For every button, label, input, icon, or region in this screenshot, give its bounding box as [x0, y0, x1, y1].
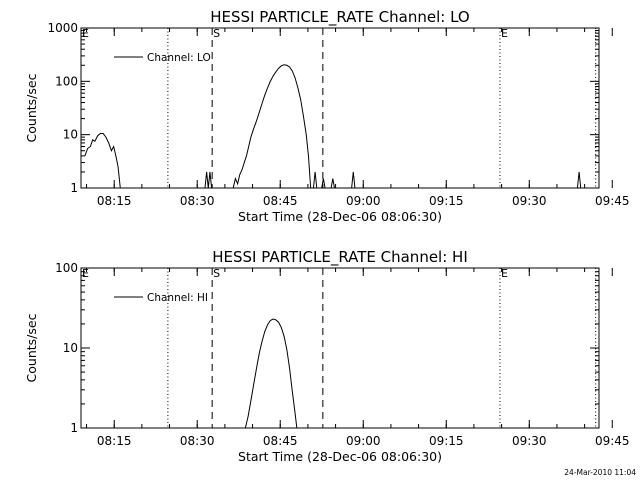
x-tick-label-09-15: 09:15	[429, 434, 464, 448]
chart-title: HESSI PARTICLE_RATE Channel: HI	[212, 248, 468, 267]
y-tick-label-1: 1	[70, 421, 78, 435]
x-tick-label-09-30: 09:30	[512, 194, 547, 208]
chart-title: HESSI PARTICLE_RATE Channel: LO	[210, 8, 469, 27]
x-tick-label-08-15: 08:15	[97, 434, 132, 448]
time-marker-label-s: S	[213, 267, 220, 280]
legend-entry-channel-hi: Channel: HI	[147, 292, 208, 304]
y-axis-label: Counts/sec	[24, 313, 39, 382]
series-line-channel-hi	[244, 318, 298, 429]
time-marker-label-s: S	[213, 27, 220, 40]
x-tick-label-09-30: 09:30	[512, 434, 547, 448]
x-tick-label-08-45: 08:45	[263, 194, 298, 208]
series-line-channel-lo	[84, 64, 582, 189]
x-tick-label-08-45: 08:45	[263, 434, 298, 448]
x-tick-label-09-00: 09:00	[346, 194, 381, 208]
panel-channel-hi: HESSI PARTICLE_RATE Channel: HI Counts/se…	[24, 248, 630, 464]
plot-frame	[80, 27, 600, 189]
time-marker-label-e: E	[501, 27, 508, 40]
y-tick-label-10: 10	[63, 341, 78, 355]
axis-start-marker-label: E	[82, 27, 89, 40]
y-tick-label-100: 100	[55, 74, 78, 88]
axis-start-marker-label: E	[82, 267, 89, 280]
y-axis-label: Counts/sec	[24, 73, 39, 142]
x-tick-label-09-00: 09:00	[346, 434, 381, 448]
time-marker-label-e: E	[501, 267, 508, 280]
x-tick-label-08-15: 08:15	[97, 194, 132, 208]
y-tick-label-100: 100	[55, 261, 78, 275]
panel-channel-lo: HESSI PARTICLE_RATE Channel: LO Counts/se…	[24, 8, 630, 224]
x-axis-label: Start Time (28-Dec-06 08:06:30)	[238, 449, 442, 464]
x-tick-label-09-45: 09:45	[595, 434, 630, 448]
x-tick-label-09-15: 09:15	[429, 194, 464, 208]
y-tick-label-1000: 1000	[47, 21, 78, 35]
x-tick-label-08-30: 08:30	[180, 194, 215, 208]
footer-timestamp: 24-Mar-2010 11:04	[564, 468, 636, 477]
x-axis-label: Start Time (28-Dec-06 08:06:30)	[238, 209, 442, 224]
x-tick-label-09-45: 09:45	[595, 194, 630, 208]
y-tick-label-10: 10	[63, 128, 78, 142]
legend-entry-channel-lo: Channel: LO	[147, 52, 211, 64]
x-tick-label-08-30: 08:30	[180, 434, 215, 448]
y-tick-label-1: 1	[70, 181, 78, 195]
